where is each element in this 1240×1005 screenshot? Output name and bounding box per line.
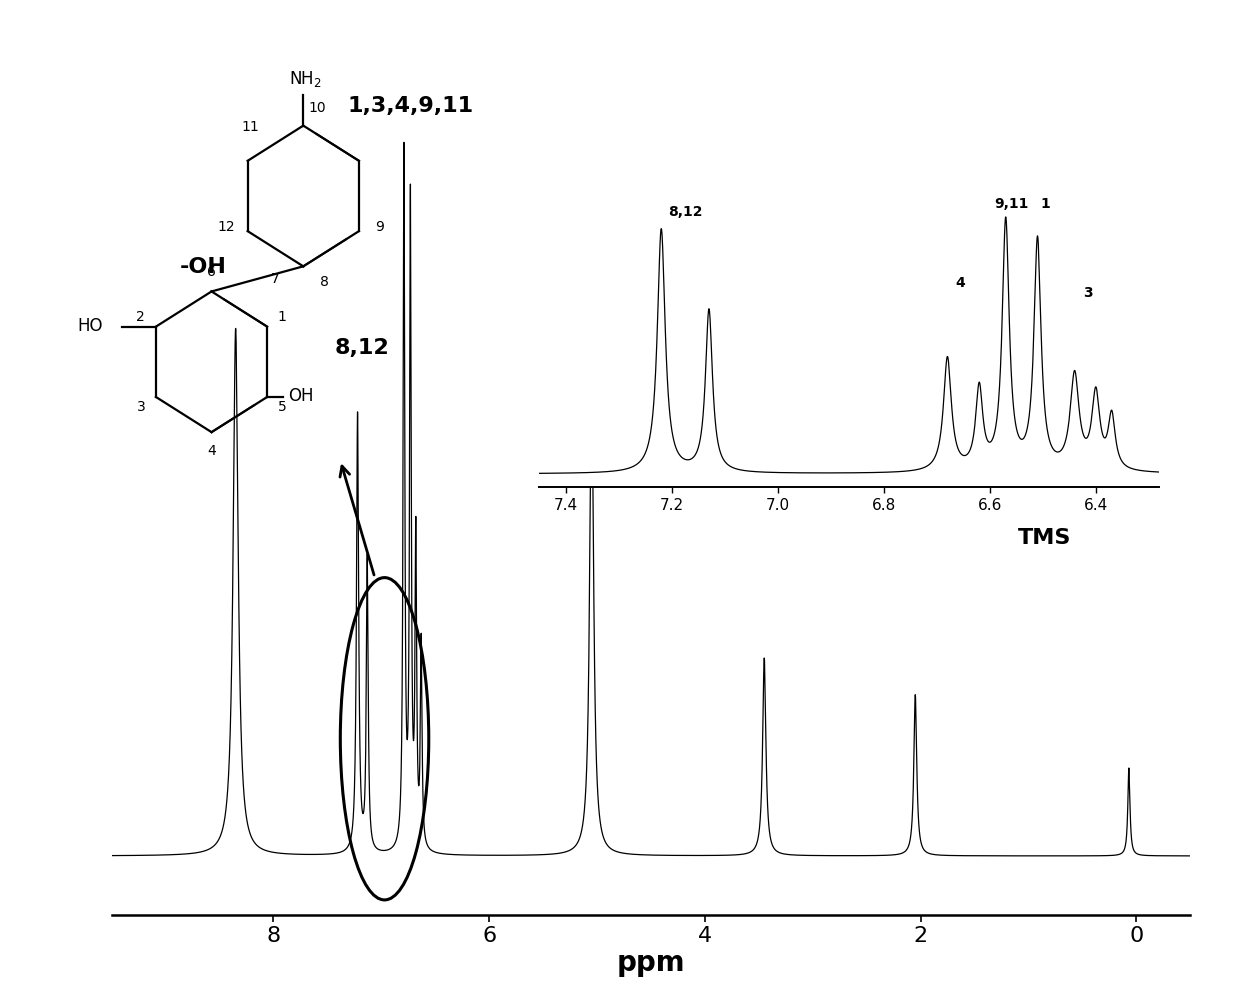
Text: TMS: TMS (1018, 529, 1071, 549)
Text: 1,3,4,9,11: 1,3,4,9,11 (347, 96, 474, 117)
Text: 4: 4 (956, 275, 966, 289)
Text: 9,11: 9,11 (993, 197, 1028, 211)
Text: HO: HO (78, 317, 103, 335)
Text: 4: 4 (207, 444, 216, 458)
Text: 6: 6 (207, 265, 216, 279)
Text: 10: 10 (309, 100, 326, 115)
Text: -OH: -OH (180, 257, 227, 277)
Text: 9: 9 (376, 219, 384, 233)
Text: 11: 11 (242, 121, 259, 135)
Text: 2: 2 (136, 311, 145, 324)
X-axis label: ppm: ppm (616, 949, 686, 977)
Text: 3: 3 (1083, 286, 1092, 300)
Text: -NH$_{\bf 2}$: -NH$_{\bf 2}$ (544, 297, 603, 322)
Text: 8,12: 8,12 (668, 205, 702, 219)
Text: 3: 3 (136, 400, 145, 413)
Text: 1: 1 (1040, 197, 1050, 211)
Text: 8: 8 (320, 275, 329, 289)
Text: 5: 5 (278, 400, 286, 413)
Text: 7: 7 (270, 272, 279, 285)
Text: 1: 1 (278, 311, 286, 324)
Text: OH: OH (288, 387, 314, 405)
Text: NH$_2$: NH$_2$ (289, 69, 322, 89)
Text: 8,12: 8,12 (335, 338, 389, 358)
Text: 12: 12 (218, 219, 236, 233)
